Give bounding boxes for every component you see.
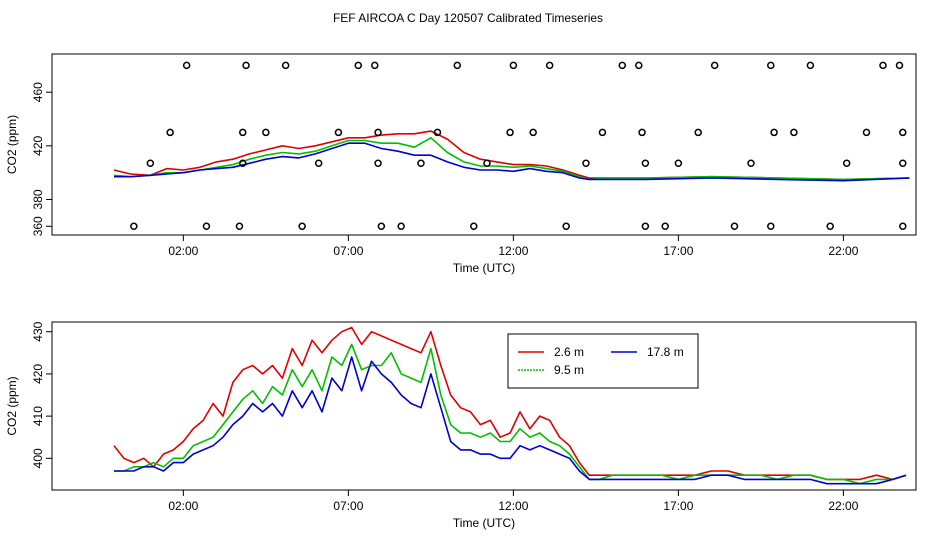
scatter-point (202, 222, 211, 231)
scatter-point (770, 128, 778, 137)
scatter-point (618, 61, 627, 70)
scatter-point (899, 128, 907, 137)
scatter-point (146, 159, 155, 168)
y-tick-label: 360 (31, 216, 45, 236)
scatter-point (899, 222, 907, 231)
scatter-point (354, 61, 363, 70)
scatter-point (842, 159, 851, 168)
scatter-point (130, 222, 138, 231)
scatter-point (397, 222, 405, 231)
y-tick-label: 420 (31, 364, 45, 384)
scatter-point (641, 159, 650, 168)
legend-label: 2.6 m (554, 345, 584, 359)
scatter-point (483, 159, 491, 168)
scatter-point (371, 61, 379, 70)
y-tick-label: 380 (31, 189, 45, 209)
scatter-point (767, 61, 775, 70)
scatter-point (374, 159, 382, 168)
scatter-point (334, 128, 343, 137)
y-tick-label: 400 (31, 448, 45, 468)
scatter-point (895, 61, 904, 70)
scatter-point (862, 128, 871, 137)
scatter-point (374, 128, 382, 137)
x-tick-label: 12:00 (498, 499, 528, 513)
scatter-point (710, 61, 719, 70)
scatter-point (529, 128, 537, 137)
series-line-2-6-mm (113, 326, 907, 481)
series-line-2-6-mm (113, 130, 910, 181)
x-tick-label: 12:00 (498, 244, 528, 258)
scatter-point (453, 61, 462, 70)
x-tick-label: 02:00 (168, 499, 198, 513)
scatter-point (470, 222, 478, 231)
x-tick-label: 17:00 (663, 499, 693, 513)
x-tick-label: 07:00 (333, 499, 363, 513)
scatter-point (314, 159, 323, 168)
series-line-17-8-mm (114, 142, 910, 182)
scatter-point (767, 222, 775, 231)
scatter-point (641, 222, 650, 231)
scatter-point (242, 61, 250, 70)
x-tick-label: 17:00 (663, 244, 693, 258)
scatter-point (598, 128, 607, 137)
scatter-point (790, 128, 798, 137)
scatter-point (730, 222, 739, 231)
scatter-point (879, 61, 887, 70)
scatter-point (417, 159, 425, 168)
plot-frame (51, 53, 917, 236)
legend-label: 17.8 m (647, 345, 684, 359)
panel-bottom: 02:00 07:00 12:00 17:00 22:00 400 410 420 430 Tim… (5, 321, 917, 530)
y-tick-label: 460 (31, 82, 45, 102)
scatter-point (281, 61, 290, 70)
scatter-point (582, 159, 590, 168)
y-tick-label: 410 (31, 406, 45, 426)
figure-title: FEF AIRCOA C Day 120507 Calibrated Times… (333, 11, 603, 25)
legend-label: 9.5 m (554, 363, 584, 377)
legend: 2.6 m 9.5 m 17.8 m (507, 333, 699, 389)
legend-box (507, 333, 699, 389)
y-axis-label: CO2 (ppm) (5, 376, 19, 435)
scatter-point (262, 128, 270, 137)
y-tick-label: 430 (31, 321, 45, 341)
scatter-point (635, 61, 643, 70)
series-line-17-8-mm (114, 356, 907, 485)
y-axis-label: CO2 (ppm) (5, 115, 19, 174)
scatter-point (694, 128, 702, 137)
x-tick-label: 22:00 (828, 244, 858, 258)
x-tick-label: 07:00 (333, 244, 363, 258)
x-axis-label: Time (UTC) (453, 516, 515, 530)
scatter-point (377, 222, 386, 231)
x-tick-label: 02:00 (168, 244, 198, 258)
panel-top: 02:00 07:00 12:00 17:00 22:00 360 380 420 460 Tim… (5, 53, 917, 275)
y-tick-label: 420 (31, 136, 45, 156)
scatter-point (235, 222, 244, 231)
scatter-point (239, 128, 247, 137)
scatter-point (298, 222, 306, 231)
scatter-point (806, 61, 815, 70)
x-tick-label: 22:00 (828, 499, 858, 513)
x-axis-label: Time (UTC) (453, 261, 515, 275)
scatter-point (506, 128, 514, 137)
scatter-point (562, 222, 570, 231)
scatter-point (545, 61, 554, 70)
scatter-point (239, 159, 247, 168)
scatter-point (166, 128, 174, 137)
scatter-point (674, 159, 683, 168)
scatter-point (509, 61, 518, 70)
scatter-point (826, 222, 834, 231)
scatter-point (433, 128, 442, 137)
scatter-point (899, 159, 907, 168)
scatter-point (182, 61, 191, 70)
scatter-point (661, 222, 669, 231)
scatter-point (747, 159, 755, 168)
scatter-point (638, 128, 646, 137)
plot-frame (51, 321, 917, 491)
